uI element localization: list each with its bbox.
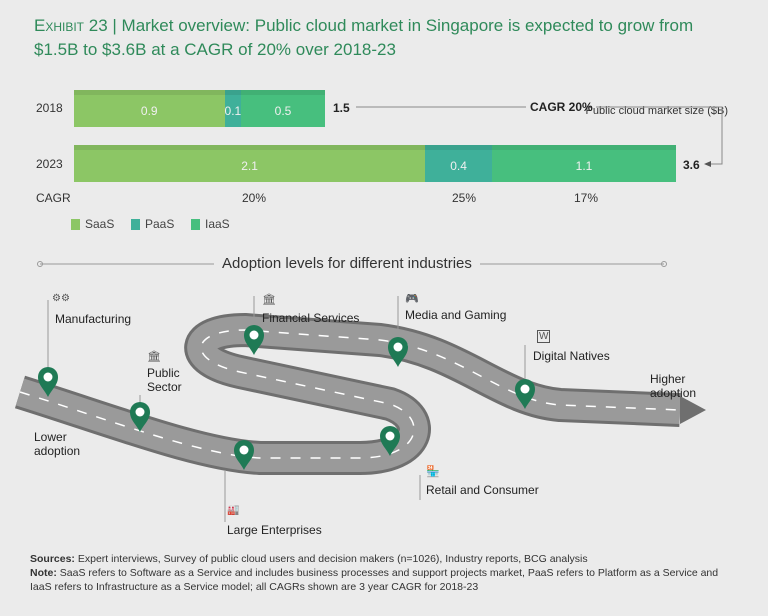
road-arrow: [680, 396, 706, 424]
industry-digital-natives: Digital Natives: [533, 349, 610, 363]
bar-paas-2023: 0.4: [425, 145, 493, 182]
footer: Sources: Expert interviews, Survey of pu…: [30, 552, 740, 594]
sources-text: Expert interviews, Survey of public clou…: [77, 553, 588, 565]
industry-media: Media and Gaming: [405, 308, 507, 322]
bar-saas-2023: 2.1: [74, 145, 426, 182]
lower-adoption-label: Lower adoption: [34, 430, 81, 458]
industry-manufacturing: Manufacturing: [55, 312, 132, 326]
exhibit-number: Exhibit 23: [34, 16, 108, 35]
industry-public-sector: Public Sector: [147, 366, 182, 394]
total-2018: 1.5: [333, 101, 350, 115]
unit-label: Public cloud market size ($B): [585, 105, 728, 117]
exhibit-title: Exhibit 23 | Market overview: Public clo…: [34, 16, 694, 59]
map-pin-icon: [234, 440, 254, 470]
note-label: Note:: [30, 567, 57, 579]
adoption-title: Adoption levels for different industries: [214, 255, 480, 273]
cagr-paas: 25%: [452, 191, 477, 205]
road-center-line: [19, 329, 681, 459]
map-pin-icon: [380, 426, 400, 456]
store-icon: 🏪: [426, 466, 440, 478]
factory-icon: 🏭: [227, 505, 240, 516]
sources-label: Sources:: [30, 553, 75, 565]
chip-icon: W: [537, 330, 551, 343]
map-pin-icon: [515, 379, 535, 409]
cagr-iaas: 17%: [574, 191, 599, 205]
gamepad-icon: 🎮: [405, 293, 419, 305]
cagr-connector: [356, 106, 723, 167]
bar-iaas-2018: 0.5: [241, 90, 325, 127]
industry-large-enterprises: Large Enterprises: [227, 523, 322, 537]
total-2023: 3.6: [683, 158, 700, 172]
year-label: 2018: [36, 101, 63, 115]
industry-financial: Financial Services: [262, 311, 360, 325]
cagr-row-label: CAGR: [36, 191, 71, 205]
bar-saas-2018: 0.9: [74, 90, 225, 127]
note-text: SaaS refers to Software as a Service and…: [30, 567, 719, 593]
government-building-icon: 🏛: [147, 351, 161, 363]
map-pin-icon: [38, 367, 58, 397]
legend-iaas: IaaS: [191, 217, 230, 231]
location-pins: [38, 325, 535, 470]
higher-adoption-label: Higher adoption: [650, 372, 697, 400]
title-text: Market overview: Public cloud market in …: [34, 16, 694, 59]
year-label: 2023: [36, 157, 63, 171]
industry-retail: Retail and Consumer: [426, 483, 539, 497]
legend-paas: PaaS: [131, 217, 174, 231]
map-pin-icon: [388, 337, 408, 367]
legend-saas: SaaS: [71, 217, 114, 231]
overall-cagr: CAGR 20%: [530, 100, 593, 114]
map-pin-icon: [244, 325, 264, 355]
bar-paas-2018: 0.1: [224, 90, 242, 127]
map-pin-icon: [130, 402, 150, 432]
gears-icon: ⚙⚙: [52, 293, 70, 304]
bank-icon: 🏛: [262, 294, 276, 306]
cagr-saas: 20%: [242, 191, 267, 205]
leader-lines: [47, 296, 526, 522]
bar-iaas-2023: 1.1: [492, 145, 676, 182]
